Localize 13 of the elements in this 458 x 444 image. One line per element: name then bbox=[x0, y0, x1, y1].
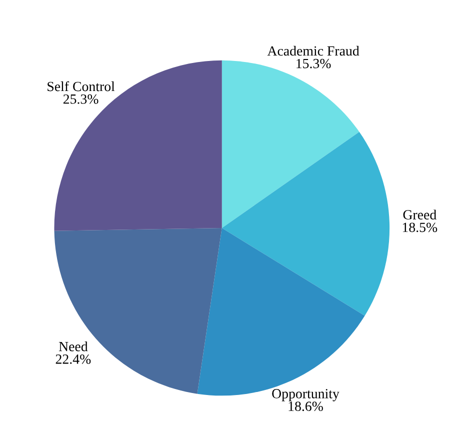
slice-label: Self Control bbox=[48, 81, 115, 92]
data-label: 25.3% bbox=[63, 94, 98, 104]
pie-slice bbox=[222, 60, 360, 228]
pie-slice bbox=[222, 132, 390, 316]
slice-label: Need bbox=[58, 341, 88, 352]
data-label: 18.5% bbox=[402, 222, 438, 232]
slice-label: Greed bbox=[403, 210, 436, 220]
slice-label: Opportunity bbox=[272, 389, 340, 402]
data-label: 22.4% bbox=[56, 354, 91, 364]
pie-slice bbox=[54, 228, 222, 394]
data-label: 15.3% bbox=[296, 58, 331, 68]
data-label: 18.6% bbox=[288, 402, 323, 412]
slice-label: Academic Fraud bbox=[267, 46, 360, 56]
